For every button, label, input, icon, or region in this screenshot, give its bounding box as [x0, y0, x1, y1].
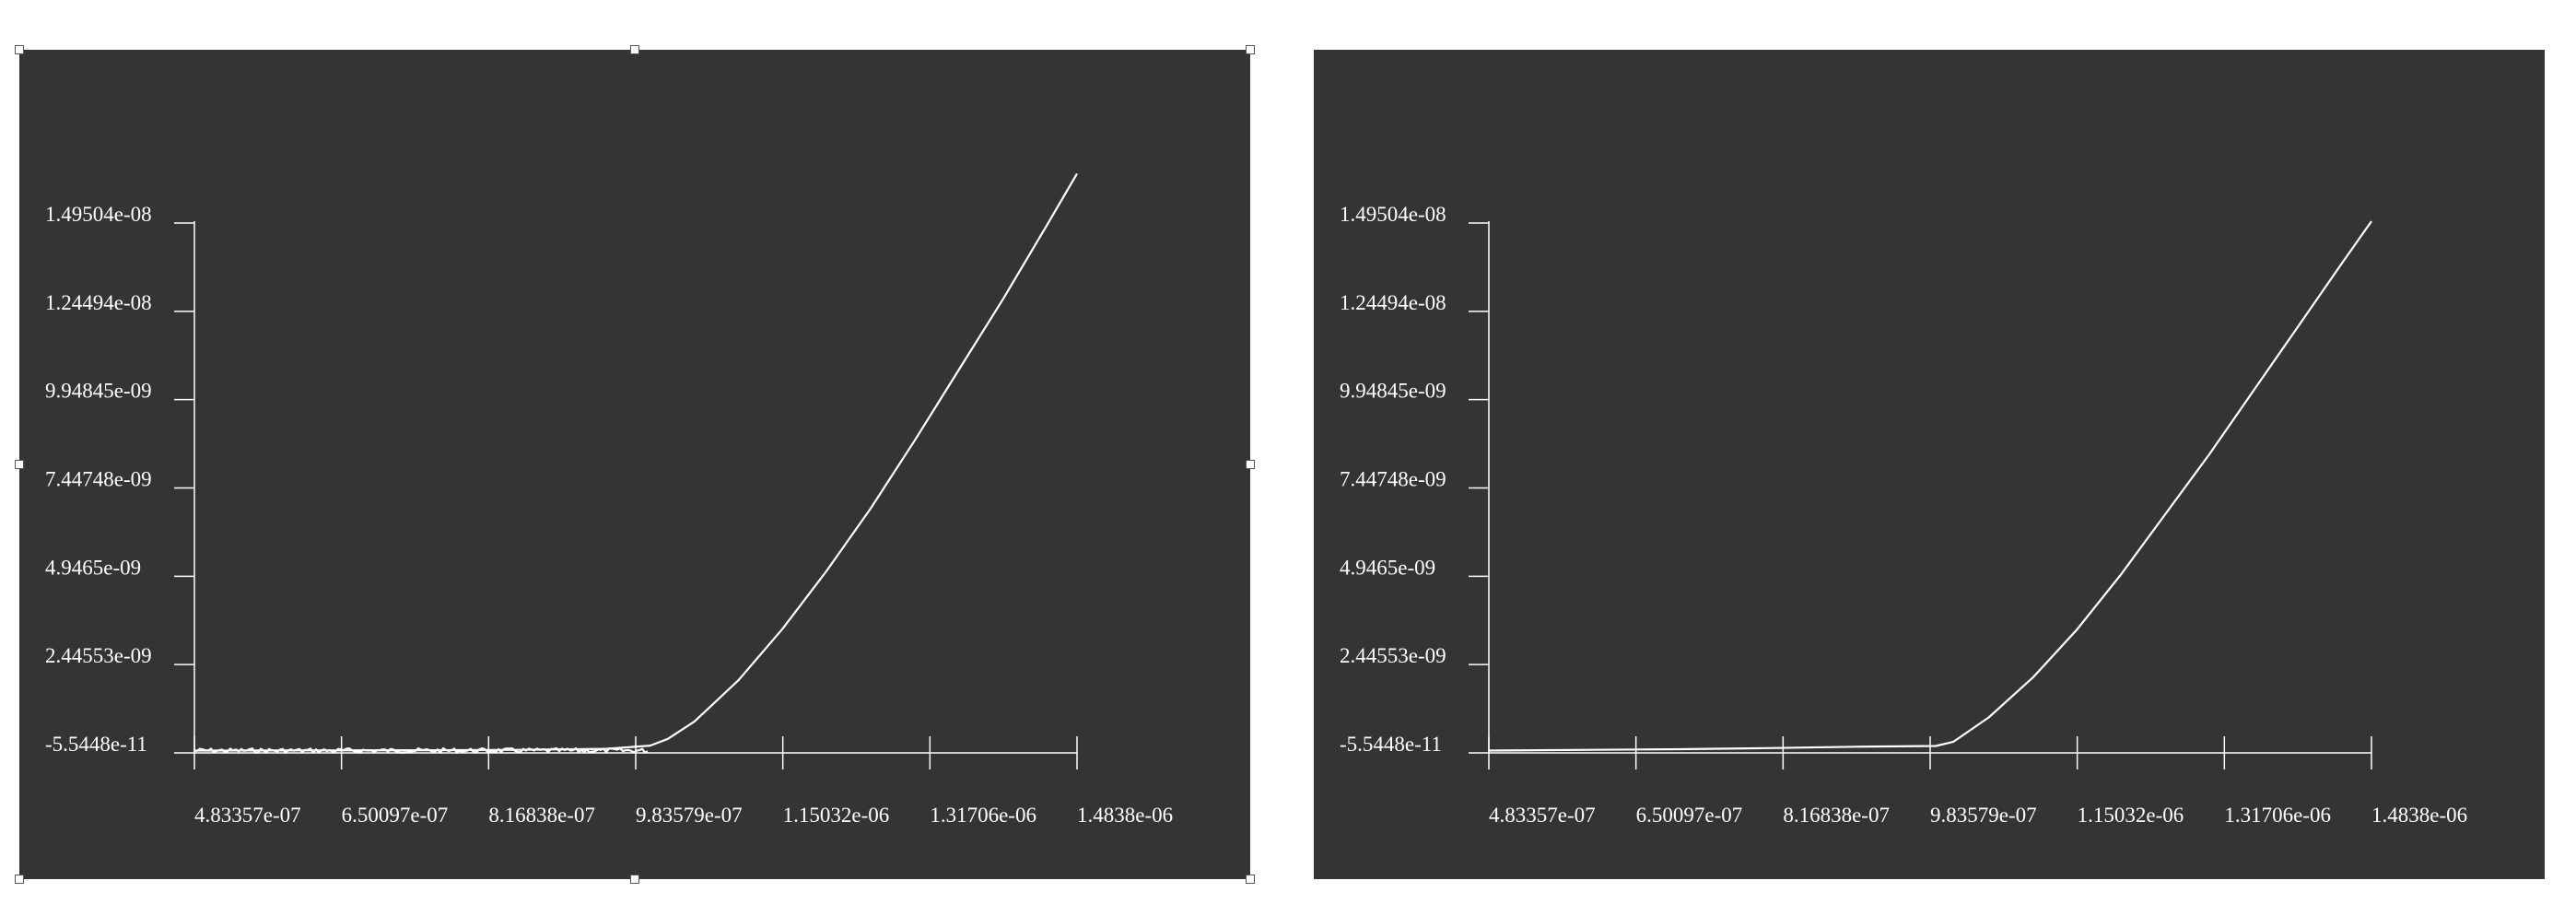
x-tick-label-right: 9.83579e-07 [1930, 804, 2037, 827]
y-tick-label-right: -5.5448e-11 [1340, 733, 1442, 756]
x-tick-label-left: 4.83357e-07 [194, 804, 301, 827]
x-tick-label-left: 8.16838e-07 [488, 804, 595, 827]
resize-handle-top-center[interactable] [630, 45, 639, 54]
x-tick-label-right: 4.83357e-07 [1489, 804, 1596, 827]
plot-panel-left[interactable]: 1.49504e-08 1.24494e-08 9.94845e-09 7.44748… [19, 50, 1250, 879]
resize-handle-bottom-right[interactable] [1246, 875, 1255, 884]
x-tick-label-right: 8.16838e-07 [1783, 804, 1890, 827]
plot-canvas-left: 1.49504e-08 1.24494e-08 9.94845e-09 7.44748… [45, 172, 1173, 827]
series-line-left [193, 172, 1078, 752]
resize-handle-top-right[interactable] [1246, 45, 1255, 54]
y-tick-label-right: 1.49504e-08 [1340, 203, 1446, 226]
y-tick-label-left: 4.9465e-09 [45, 556, 141, 579]
y-tick-label-right: 7.44748e-09 [1340, 468, 1446, 491]
x-tick-label-left: 1.15032e-06 [783, 804, 890, 827]
series-noise-left [193, 746, 649, 754]
y-tick-label-left: 2.44553e-09 [45, 644, 152, 667]
x-tick-label-right: 1.15032e-06 [2078, 804, 2184, 827]
resize-handle-top-left[interactable] [15, 45, 24, 54]
x-tick-label-left: 1.31706e-06 [930, 804, 1036, 827]
series-line-right [1488, 220, 2372, 752]
resize-handle-middle-left[interactable] [15, 460, 24, 469]
y-tick-label-left: -5.5448e-11 [45, 733, 147, 756]
plot-canvas-right: 1.49504e-08 1.24494e-08 9.94845e-09 7.44748… [1340, 203, 2467, 827]
x-tick-label-left: 6.50097e-07 [342, 804, 449, 827]
plot-panel-right[interactable]: 1.49504e-08 1.24494e-08 9.94845e-09 7.44748… [1314, 50, 2545, 879]
y-tick-label-left: 1.49504e-08 [45, 203, 152, 226]
resize-handle-bottom-center[interactable] [630, 875, 639, 884]
y-tick-label-left: 7.44748e-09 [45, 468, 152, 491]
x-tick-label-left: 1.4838e-06 [1077, 804, 1173, 827]
x-tick-label-right: 1.31706e-06 [2224, 804, 2331, 827]
y-tick-label-left: 9.94845e-09 [45, 380, 152, 403]
x-tick-label-left: 9.83579e-07 [636, 804, 743, 827]
y-tick-label-right: 1.24494e-08 [1340, 291, 1446, 314]
x-tick-label-right: 6.50097e-07 [1636, 804, 1743, 827]
y-tick-label-right: 2.44553e-09 [1340, 644, 1446, 667]
y-tick-label-right: 4.9465e-09 [1340, 556, 1435, 579]
y-tick-label-left: 1.24494e-08 [45, 291, 152, 314]
resize-handle-middle-right[interactable] [1246, 460, 1255, 469]
resize-handle-bottom-left[interactable] [15, 875, 24, 884]
x-tick-label-right: 1.4838e-06 [2371, 804, 2467, 827]
y-tick-label-right: 9.94845e-09 [1340, 380, 1446, 403]
